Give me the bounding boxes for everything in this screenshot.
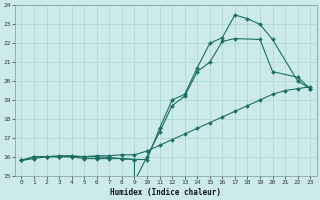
X-axis label: Humidex (Indice chaleur): Humidex (Indice chaleur) xyxy=(110,188,221,197)
